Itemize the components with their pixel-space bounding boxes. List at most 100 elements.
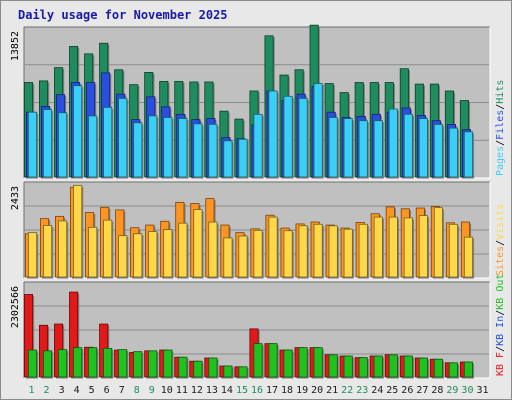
visits-sites-visits-bar-day-24	[373, 216, 383, 278]
x-tick-label-day-9: 9	[149, 385, 155, 396]
hits-files-pages-pages-bar-day-29	[448, 127, 458, 178]
x-tick-label-day-24: 24	[371, 385, 383, 396]
kbytes-kb-out-bar-day-3	[58, 349, 68, 378]
x-tick-label-day-15: 15	[236, 385, 248, 396]
legend-hits: Hits	[495, 80, 506, 104]
kbytes-kb-out-bar-day-1	[27, 349, 38, 378]
hits-files-pages-pages-bar-day-28	[433, 124, 443, 178]
x-tick-label-day-6: 6	[104, 385, 110, 396]
x-tick-label-day-25: 25	[386, 385, 398, 396]
legend-separator: /	[495, 240, 506, 246]
x-tick-label-day-1: 1	[29, 385, 35, 396]
hits-files-pages-pages-bar-day-17	[268, 90, 278, 178]
visits-sites-visits-bar-day-2	[43, 225, 53, 278]
visits-sites-visits-bar-day-6	[103, 219, 113, 278]
visits-sites-visits-bar-day-28	[433, 207, 443, 278]
x-tick-label-day-17: 17	[266, 385, 278, 396]
kbytes-kb-out-bar-day-18	[283, 349, 293, 378]
hits-files-pages-pages-bar-day-30	[463, 131, 473, 178]
x-tick-label-day-11: 11	[176, 385, 188, 396]
hits-files-pages-pages-bar-day-23	[358, 120, 368, 178]
legend-sites: Sites	[495, 246, 506, 276]
visits-sites-visits-bar-day-27	[418, 215, 428, 278]
hits-files-pages-pages-bar-day-21	[328, 117, 338, 178]
legend-files: Files	[495, 110, 506, 140]
hits-files-pages-pages-bar-day-22	[343, 118, 353, 178]
hits-files-pages-pages-bar-day-1	[27, 111, 38, 178]
kbytes-kb-out-bar-day-10	[163, 349, 173, 378]
kbytes-kb-out-bar-day-16	[253, 343, 263, 378]
x-tick-label-day-14: 14	[221, 385, 233, 396]
hits-files-pages-pages-bar-day-7	[118, 98, 128, 178]
kbytes-kb-out-bar-day-22	[343, 355, 353, 378]
hits-files-pages-pages-bar-day-10	[163, 117, 173, 178]
x-tick-label-day-10: 10	[161, 385, 173, 396]
legend-separator: /	[495, 104, 506, 110]
legend-separator: /	[495, 346, 506, 352]
visits-sites-visits-bar-day-4	[73, 184, 83, 278]
x-tick-label-day-5: 5	[89, 385, 95, 396]
x-tick-label-day-13: 13	[206, 385, 218, 396]
legend-kb-f: KB F	[495, 352, 506, 376]
kbytes-kb-out-bar-day-2	[43, 350, 53, 378]
hits-files-pages-ymax-label: 13852	[10, 31, 21, 61]
kbytes-kb-out-bar-day-19	[298, 347, 308, 378]
legend-visits: Visits	[495, 204, 506, 240]
x-tick-label-day-27: 27	[416, 385, 428, 396]
kbytes-kb-out-bar-day-24	[373, 355, 383, 378]
x-tick-label-day-12: 12	[191, 385, 203, 396]
hits-files-pages-pages-bar-day-4	[73, 85, 83, 178]
visits-sites-visits-bar-day-8	[133, 233, 143, 278]
x-tick-label-day-18: 18	[281, 385, 293, 396]
visits-sites-visits-bar-day-5	[88, 226, 98, 278]
x-tick-label-day-22: 22	[341, 385, 353, 396]
legend-separator: /	[495, 140, 506, 146]
x-tick-label-day-26: 26	[401, 385, 413, 396]
hits-files-pages-pages-bar-day-16	[253, 113, 263, 178]
hits-files-pages-pages-bar-day-2	[43, 109, 53, 178]
visits-sites-visits-bar-day-12	[193, 209, 203, 278]
kbytes-kb-out-bar-day-7	[118, 349, 128, 378]
kbytes-kb-out-bar-day-5	[88, 347, 98, 378]
visits-sites-visits-bar-day-10	[163, 229, 173, 278]
kbytes-kb-out-bar-day-6	[103, 348, 113, 378]
visits-sites-visits-bar-day-3	[58, 220, 68, 278]
kbytes-kb-out-bar-day-14	[223, 365, 233, 378]
kbytes-kb-out-bar-day-17	[268, 343, 278, 378]
kbytes-legend: KB F/KB In/KB Out	[495, 274, 506, 376]
hits-files-pages-pages-bar-day-25	[388, 108, 398, 178]
visits-sites-visits-bar-day-26	[403, 217, 413, 278]
hits-files-pages-legend: Pages/Files/Hits	[495, 80, 506, 176]
hits-files-pages-pages-bar-day-20	[313, 83, 323, 178]
visits-sites-visits-bar-day-25	[388, 216, 398, 278]
legend-kb-out: KB Out	[495, 274, 506, 310]
visits-sites-visits-bar-day-1	[27, 232, 38, 278]
visits-sites-visits-bar-day-14	[223, 237, 233, 278]
hits-files-pages-pages-bar-day-11	[178, 118, 188, 178]
visits-sites-visits-bar-day-7	[118, 235, 128, 278]
hits-files-pages-pages-bar-day-27	[418, 118, 428, 178]
visits-sites-visits-bar-day-22	[343, 228, 353, 278]
kbytes-kb-out-bar-day-15	[238, 366, 248, 378]
x-tick-label-day-7: 7	[119, 385, 125, 396]
visits-sites-visits-bar-day-15	[238, 235, 248, 278]
kbytes-kb-out-bar-day-27	[418, 357, 428, 378]
x-tick-label-day-28: 28	[431, 385, 443, 396]
x-tick-label-day-30: 30	[461, 385, 473, 396]
hits-files-pages-pages-bar-day-14	[223, 140, 233, 178]
visits-sites-visits-bar-day-19	[298, 225, 308, 278]
visits-sites-visits-bar-day-23	[358, 223, 368, 278]
x-tick-label-day-19: 19	[296, 385, 308, 396]
kbytes-kb-out-bar-day-20	[313, 347, 323, 378]
hits-files-pages-pages-bar-day-3	[58, 112, 68, 178]
x-tick-label-day-4: 4	[74, 385, 80, 396]
hits-files-pages-pages-bar-day-13	[208, 124, 218, 178]
kbytes-kb-out-bar-day-30	[463, 361, 473, 378]
hits-files-pages-pages-bar-day-8	[133, 122, 143, 178]
kbytes-kb-out-bar-day-25	[388, 354, 398, 378]
hits-files-pages-pages-bar-day-15	[238, 138, 248, 178]
hits-files-pages-pages-bar-day-12	[193, 123, 203, 178]
visits-sites-visits-bar-day-11	[178, 222, 188, 278]
visits-sites-visits-bar-day-30	[463, 236, 473, 278]
